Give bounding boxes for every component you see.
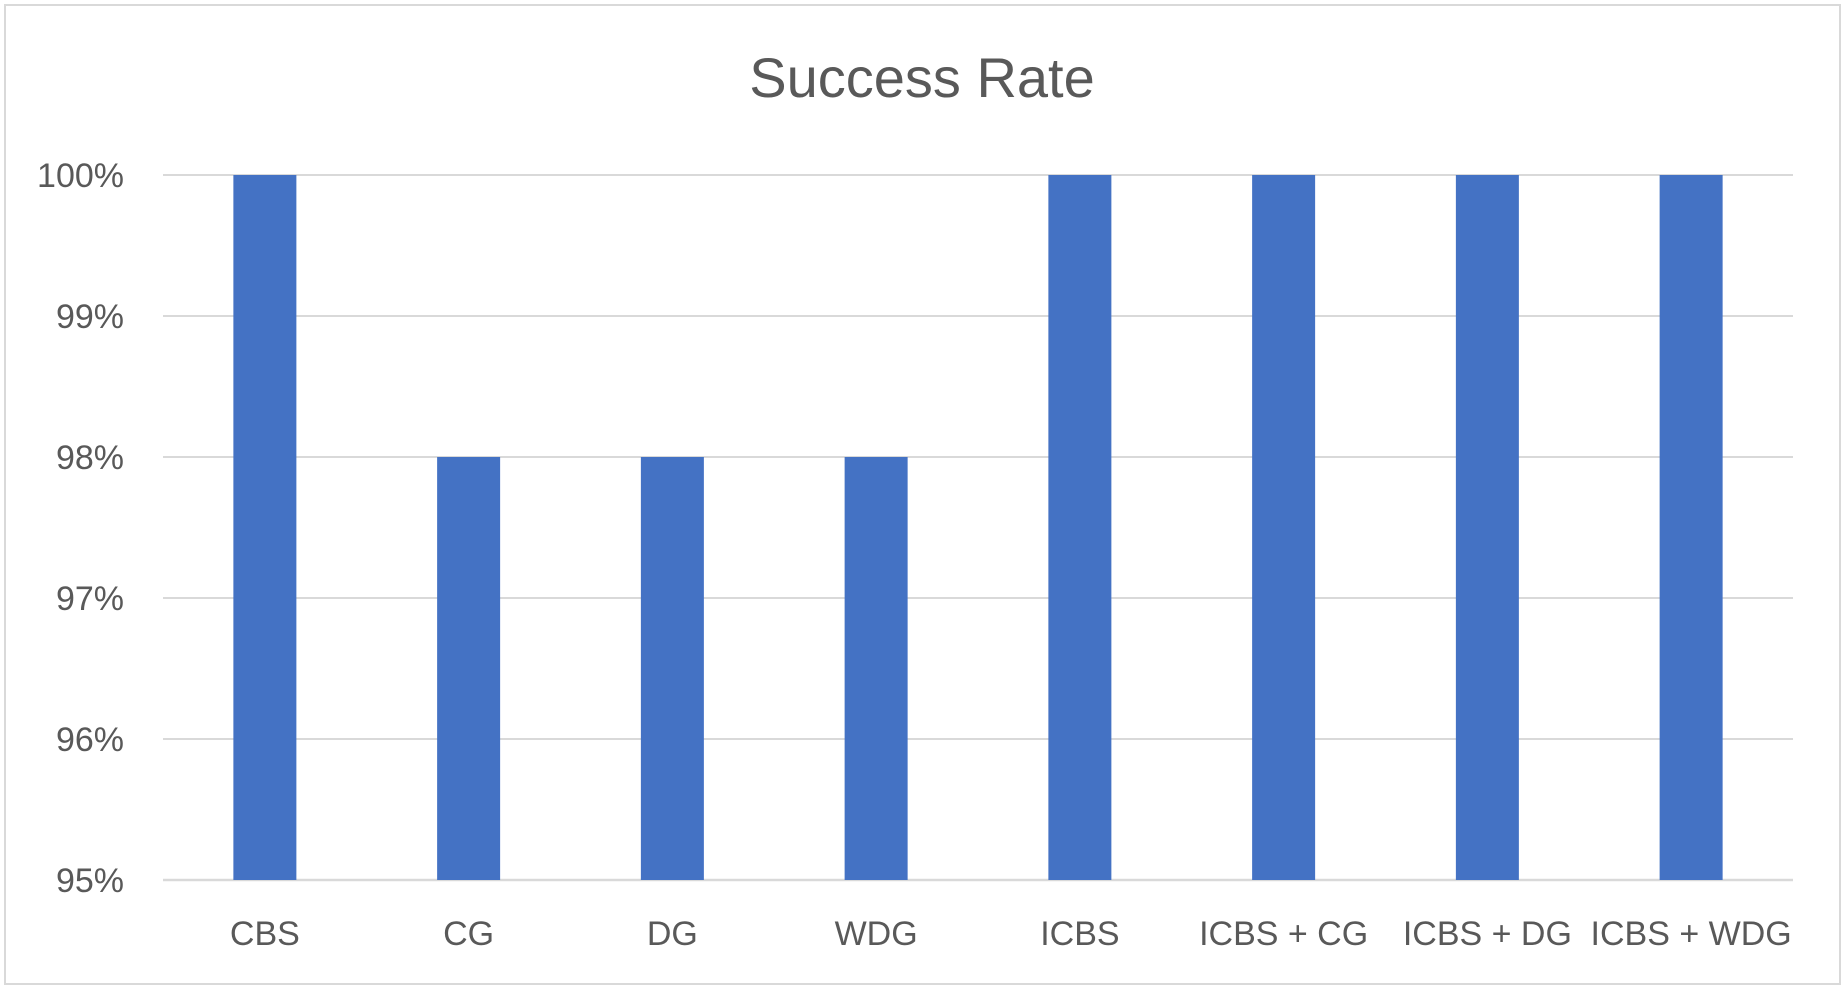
bar — [844, 457, 908, 880]
x-tick-label: CG — [443, 915, 494, 953]
bar — [1659, 175, 1723, 880]
y-tick-label: 96% — [56, 721, 124, 759]
chart-title: Success Rate — [749, 46, 1095, 109]
chart-frame — [4, 4, 1841, 985]
bars — [233, 175, 1723, 880]
bar — [1455, 175, 1519, 880]
bar — [1252, 175, 1316, 880]
y-tick-label: 99% — [56, 298, 124, 336]
y-tick-label: 97% — [56, 580, 124, 618]
y-axis-tick-labels: 95% 96% 97% 98% 99% 100% — [37, 157, 124, 900]
bar — [233, 175, 297, 880]
x-tick-label: WDG — [835, 915, 918, 953]
y-tick-label: 95% — [56, 862, 124, 900]
y-tick-label: 100% — [37, 157, 124, 195]
x-tick-label: DG — [647, 915, 698, 953]
x-tick-label: ICBS + WDG — [1591, 915, 1792, 953]
bar — [437, 457, 501, 880]
x-axis-tick-labels: CBS CG DG WDG ICBS ICBS + CG ICBS + DG ICBS + W… — [230, 915, 1792, 953]
x-tick-label: ICBS — [1040, 915, 1119, 953]
gridlines — [163, 174, 1793, 882]
x-tick-label: ICBS + DG — [1403, 915, 1572, 953]
bar — [1048, 175, 1112, 880]
bar — [640, 457, 704, 880]
x-tick-label: ICBS + CG — [1199, 915, 1368, 953]
y-tick-label: 98% — [56, 439, 124, 477]
x-tick-label: CBS — [230, 915, 300, 953]
